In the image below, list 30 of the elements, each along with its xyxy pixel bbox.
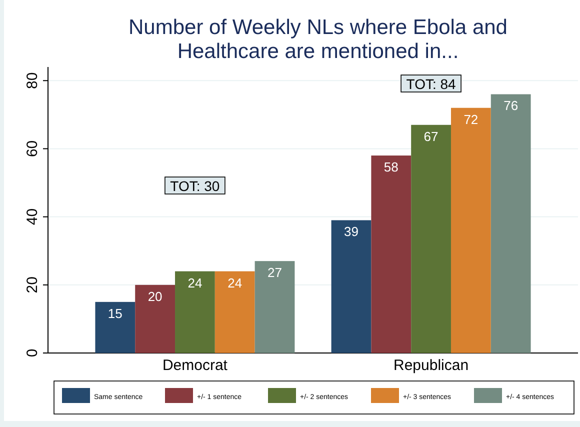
- y-tick-label: 20: [24, 276, 41, 294]
- y-tick-label: 0: [24, 348, 41, 358]
- data-label: 39: [344, 224, 358, 240]
- x-tick-label: Republican: [394, 357, 469, 374]
- data-label: 15: [108, 306, 122, 321]
- y-tick-label: 40: [24, 208, 41, 226]
- bar: [95, 302, 136, 353]
- bar: [135, 284, 176, 353]
- bar: [411, 124, 451, 353]
- data-label: 76: [504, 98, 518, 114]
- bar: [254, 261, 295, 353]
- chart-title: Number of Weekly NLs where Ebola and Healthcare are mentioned in...: [128, 16, 508, 63]
- x-tick-label: Democrat: [162, 357, 228, 374]
- data-label: 24: [188, 275, 202, 290]
- data-label: 67: [424, 128, 438, 144]
- bar: [331, 220, 372, 353]
- bar: [450, 108, 491, 353]
- annotation: TOT: 84: [406, 76, 456, 92]
- bar: [214, 271, 255, 353]
- bar: [371, 156, 412, 353]
- bar: [490, 94, 531, 353]
- data-label: 27: [268, 265, 282, 280]
- data-label: 20: [148, 288, 162, 304]
- data-label: 58: [384, 160, 398, 175]
- annotation: TOT: 30: [170, 178, 220, 194]
- y-tick-label: 60: [24, 140, 41, 158]
- bar: [175, 271, 215, 353]
- data-label: 24: [228, 275, 242, 290]
- y-tick-label: 80: [24, 72, 41, 89]
- data-label: 72: [464, 112, 478, 127]
